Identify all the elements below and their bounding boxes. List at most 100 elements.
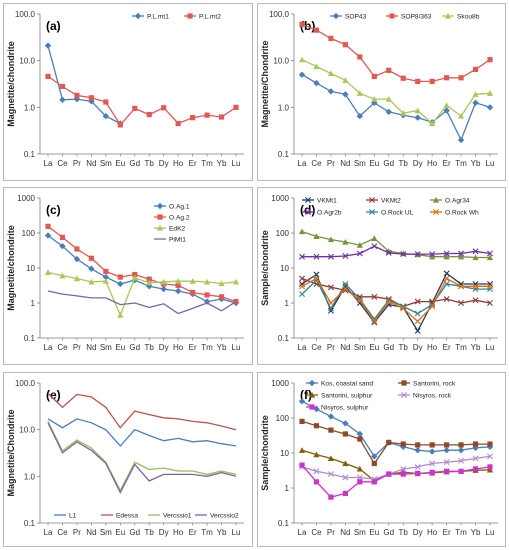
data-point-kos-coastal-sand-la (298, 398, 306, 405)
data-point-edk2-la (44, 269, 52, 275)
legend-label: O.Ag.2 (169, 215, 190, 222)
y-tick-label: 1 (285, 484, 290, 493)
chart-panel-d: 1000 100 10 1 0.1 La Ce Pr Nd Sm Eu Gd Tb Dy Ho Er Tm Yb L… (257, 187, 506, 365)
x-tick-label-dy: Dy (159, 528, 169, 537)
data-point-o-ag-1-sm (102, 273, 110, 281)
panel-label: (a) (46, 19, 61, 33)
x-tick-label-la: La (298, 528, 307, 537)
data-point-skou8b-gd (385, 96, 392, 102)
data-point-nisyros-sulphur-ho (429, 469, 435, 475)
data-point-skou8b-tb (400, 110, 407, 116)
series-line-o-rock-ul (301, 279, 490, 321)
data-point-p-l-mt1-ce (59, 96, 66, 104)
data-point-skou8b-eu (371, 96, 378, 102)
legend-label: Santorini, rock (413, 381, 456, 388)
legend-label: Nisyros, sulphur (321, 405, 369, 412)
y-tick-label: 100.0 (15, 379, 36, 388)
legend-label: O.Rock UL (381, 210, 414, 217)
x-tick-label-la: La (298, 159, 307, 168)
data-point-o-agr2b-la (299, 253, 305, 260)
chart-panel-c: 1000 100 10 1 0.1 La Ce Pr Nd Sm Eu Gd Tb Dy Ho Er Tm Yb L… (3, 187, 253, 365)
series-line-edk2 (47, 271, 237, 317)
data-point-kos-coastal-sand-nd (342, 420, 349, 427)
data-point-skou8b-ce (313, 63, 320, 70)
data-point-p-l-mt1-sm (102, 112, 110, 120)
data-point-sop43-gd (385, 108, 392, 116)
panel-label: (d) (300, 203, 315, 217)
x-tick-label-gd: Gd (129, 343, 140, 352)
series-nisyros-sulphur (299, 462, 493, 500)
legend-item-santorini-sulphur: Santorini, sulphur (306, 391, 373, 400)
legend-label: L1 (69, 513, 77, 520)
y-tick-label: 100.0 (269, 10, 290, 19)
series-o-rock-wh (299, 275, 493, 325)
data-point-vkmt2-tm (458, 300, 465, 306)
data-point-nisyros-rock-lu (487, 453, 493, 460)
x-tick-label-tm: Tm (201, 343, 213, 352)
data-point-o-agr2b-pr (327, 253, 334, 260)
legend-item-sop43: SOP43 (330, 12, 367, 21)
data-point-skou8b-tm (457, 112, 465, 119)
legend-marker (156, 224, 164, 231)
data-point-santorini-rock-la (299, 418, 305, 424)
data-point-o-agr34-la (298, 228, 306, 235)
data-point-skou8b-pr (327, 70, 335, 77)
legend-label: Edessa (116, 513, 138, 520)
legend-item-o-ag-1: O.Ag.1 (154, 202, 190, 211)
x-tick-label-pr: Pr (73, 343, 81, 352)
legend-marker (309, 404, 315, 410)
legend-item-o-agr2b: O.Agr2b (302, 209, 342, 217)
data-point-nisyros-sulphur-la (299, 462, 305, 468)
series-line-pimt1 (47, 290, 237, 315)
data-point-kos-coastal-sand-eu (371, 453, 378, 460)
series-o-rock-ul (299, 277, 493, 322)
data-point-nisyros-rock-ho (429, 460, 436, 467)
data-point-o-agr34-ce (313, 233, 320, 239)
data-point-sop43-tm (457, 136, 465, 144)
legend-item-kos-coastal-sand: Kos, coastal sand (306, 379, 373, 388)
legend-label: Vercssio1 (163, 513, 192, 520)
data-point-o-agr34-tm (457, 253, 465, 260)
x-tick-label-nd: Nd (86, 159, 96, 168)
data-point-nisyros-sulphur-yb (472, 466, 479, 472)
legend-label: EdK2 (169, 226, 185, 233)
y-tick-label: 10 (280, 264, 289, 273)
data-point-santorini-rock-ce (313, 423, 320, 429)
legend-item-edk2: EdK2 (154, 224, 185, 233)
series-edk2 (44, 269, 240, 318)
x-tick-label-lu: Lu (486, 159, 495, 168)
data-point-sop8-363-tb (400, 75, 406, 81)
y-tick-label: 100 (276, 414, 290, 423)
y-tick-label: 1000 (271, 379, 289, 388)
data-point-nisyros-rock-sm (356, 474, 363, 481)
legend: Kos, coastal sand Santorini, rock Santorin… (306, 379, 456, 412)
legend-item-santorini-rock: Santorini, rock (398, 380, 456, 388)
data-point-nisyros-sulphur-pr (328, 494, 334, 500)
y-tick-label: 10.0 (19, 57, 35, 66)
legend-item-nisyros-rock: Nisyros, rock (398, 392, 452, 400)
data-point-o-agr2b-yb (472, 248, 479, 255)
data-point-kos-coastal-sand-er (443, 447, 450, 454)
data-point-o-ag-2-ce (59, 234, 66, 240)
series-o-ag-2 (45, 223, 239, 305)
data-point-o-agr2b-ce (313, 253, 320, 260)
data-point-p-l-mt2-ho (175, 120, 181, 127)
x-tick-label-lu: Lu (486, 528, 495, 537)
x-tick-label-ce: Ce (57, 159, 68, 168)
data-point-edk2-pr (73, 275, 81, 282)
data-point-o-rock-wh-sm (356, 297, 363, 304)
x-tick-label-nd: Nd (340, 159, 350, 168)
data-point-o-ag-2-lu (233, 298, 239, 305)
data-point-o-rock-wh-ho (429, 303, 436, 310)
data-point-vkmt2-la (299, 275, 305, 282)
data-point-o-ag-2-yb (218, 294, 225, 300)
data-point-nisyros-sulphur-sm (357, 479, 363, 485)
data-point-vkmt2-yb (472, 297, 479, 304)
data-point-o-ag-2-sm (103, 268, 109, 274)
data-point-o-agr2b-eu (371, 243, 378, 250)
legend-label: Vercssio2 (210, 513, 239, 520)
data-point-o-ag-2-er (190, 289, 196, 296)
data-point-o-agr34-lu (486, 254, 494, 261)
x-tick-label-tb: Tb (399, 159, 409, 168)
data-point-o-rock-wh-tb (400, 305, 407, 312)
